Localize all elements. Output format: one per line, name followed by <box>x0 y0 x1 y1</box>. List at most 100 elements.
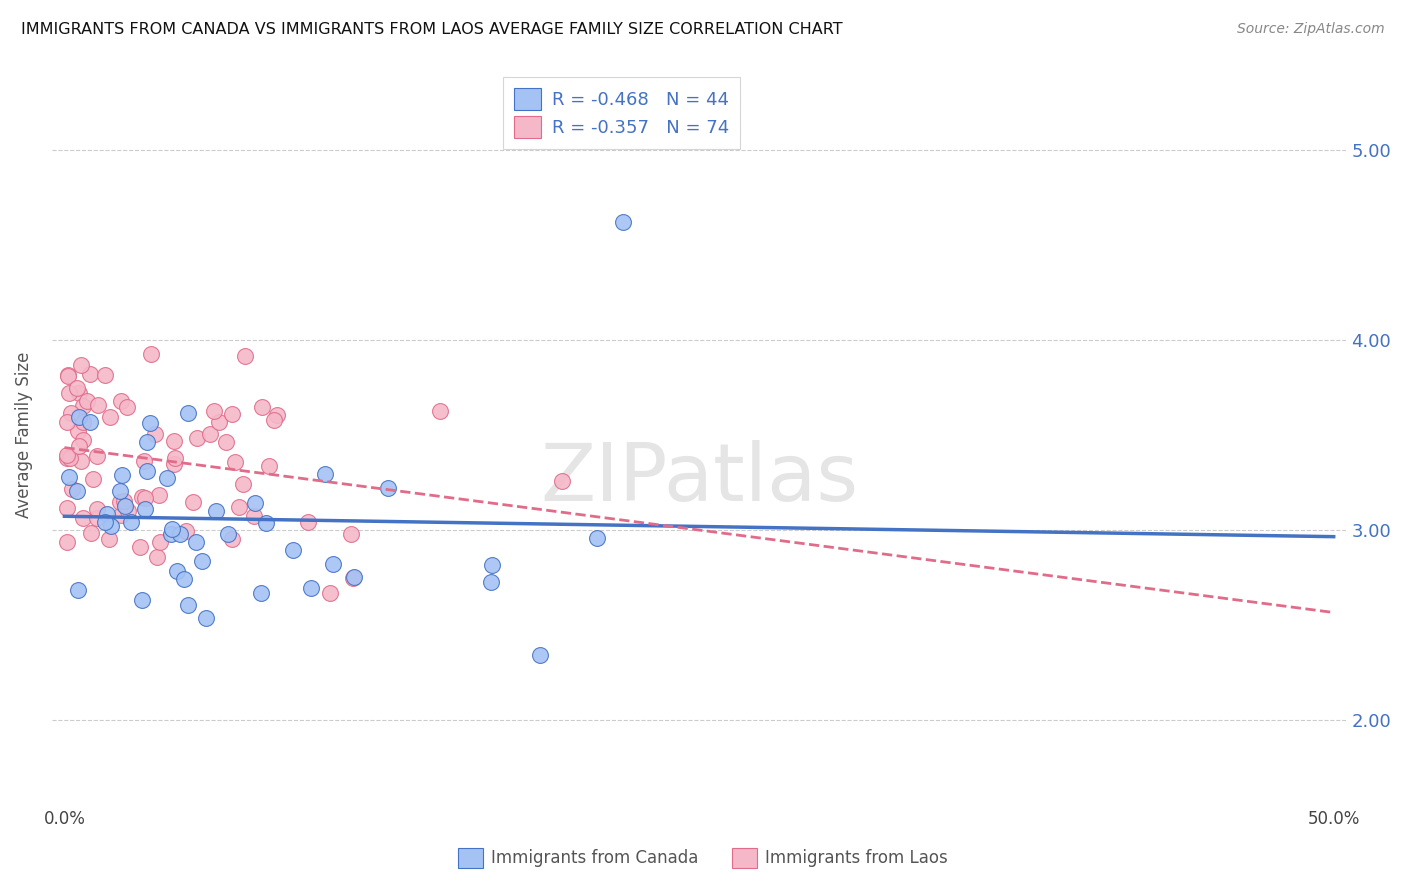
Point <box>233 349 256 363</box>
Point <box>165 451 187 466</box>
Point <box>134 491 156 506</box>
Point <box>115 401 138 415</box>
Point <box>60 406 83 420</box>
Point <box>56 369 79 384</box>
Point <box>136 435 159 450</box>
Point <box>208 415 231 429</box>
Point <box>131 490 153 504</box>
Point <box>204 504 226 518</box>
Point <box>176 406 198 420</box>
Point <box>297 515 319 529</box>
Point <box>72 400 94 414</box>
Text: IMMIGRANTS FROM CANADA VS IMMIGRANTS FROM LAOS AVERAGE FAMILY SIZE CORRELATION C: IMMIGRANTS FROM CANADA VS IMMIGRANTS FRO… <box>21 22 842 37</box>
Point <box>162 434 184 449</box>
Point <box>134 502 156 516</box>
Legend: R = -0.468   N = 44, R = -0.357   N = 74: R = -0.468 N = 44, R = -0.357 N = 74 <box>503 77 740 149</box>
Point <box>79 367 101 381</box>
Point <box>56 501 79 516</box>
Point <box>56 448 79 462</box>
Point <box>299 581 322 595</box>
Point <box>66 582 89 597</box>
Point <box>146 549 169 564</box>
Point <box>138 416 160 430</box>
Point <box>169 527 191 541</box>
Point <box>82 472 104 486</box>
Point <box>59 450 82 465</box>
Point <box>322 558 344 572</box>
Point <box>232 477 254 491</box>
Point <box>86 511 108 525</box>
Point <box>131 593 153 607</box>
Point <box>67 439 90 453</box>
Point <box>281 542 304 557</box>
Point <box>79 415 101 429</box>
Point <box>318 586 340 600</box>
Point <box>224 455 246 469</box>
Point <box>183 495 205 509</box>
Point <box>163 457 186 471</box>
Point <box>215 435 238 450</box>
Point <box>56 416 79 430</box>
Point <box>65 483 87 498</box>
Point <box>257 459 280 474</box>
Point <box>243 509 266 524</box>
Point <box>56 451 79 466</box>
Point <box>94 515 117 529</box>
Point <box>66 381 89 395</box>
Point <box>132 454 155 468</box>
Point <box>314 467 336 481</box>
Point <box>256 516 278 531</box>
Point <box>72 511 94 525</box>
Point <box>173 572 195 586</box>
Point <box>112 493 135 508</box>
Point <box>149 535 172 549</box>
Point <box>72 433 94 447</box>
Point <box>111 467 134 482</box>
Point <box>174 524 197 538</box>
Point <box>166 564 188 578</box>
Point <box>340 527 363 541</box>
Point <box>58 469 80 483</box>
Point <box>56 368 79 383</box>
Point <box>96 507 118 521</box>
Point <box>70 358 93 372</box>
Point <box>228 500 250 514</box>
Point <box>160 522 183 536</box>
Point <box>186 431 208 445</box>
Point <box>221 532 243 546</box>
Point <box>194 611 217 625</box>
Point <box>586 531 609 545</box>
Point <box>98 410 121 425</box>
Point <box>221 407 243 421</box>
Point <box>100 519 122 533</box>
Point <box>198 426 221 441</box>
Point <box>60 482 83 496</box>
Point <box>377 482 399 496</box>
Point <box>110 393 132 408</box>
Legend: Immigrants from Canada, Immigrants from Laos: Immigrants from Canada, Immigrants from … <box>451 841 955 875</box>
Point <box>479 574 502 589</box>
Point <box>72 415 94 429</box>
Point <box>69 453 91 467</box>
Point <box>110 508 132 522</box>
Point <box>108 495 131 509</box>
Point <box>529 648 551 662</box>
Point <box>129 541 152 555</box>
Point <box>120 516 142 530</box>
Point <box>191 554 214 568</box>
Point <box>94 368 117 382</box>
Point <box>86 502 108 516</box>
Point <box>58 385 80 400</box>
Point <box>143 426 166 441</box>
Point <box>98 532 121 546</box>
Point <box>343 570 366 584</box>
Point <box>108 484 131 499</box>
Point <box>160 527 183 541</box>
Text: Source: ZipAtlas.com: Source: ZipAtlas.com <box>1237 22 1385 37</box>
Point <box>429 404 451 418</box>
Point <box>67 424 90 438</box>
Point <box>250 586 273 600</box>
Point <box>612 215 634 229</box>
Point <box>135 465 157 479</box>
Point <box>266 408 288 422</box>
